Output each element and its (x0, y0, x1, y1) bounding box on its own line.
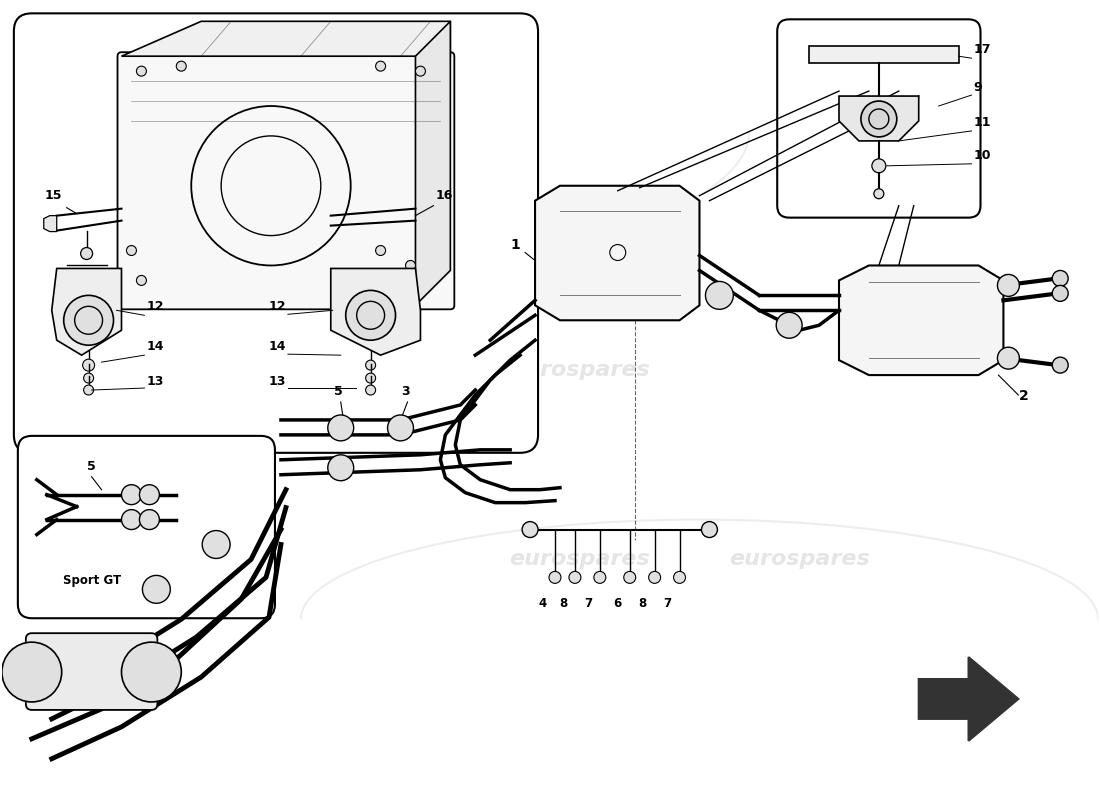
Circle shape (705, 282, 734, 310)
Circle shape (702, 522, 717, 538)
Text: 2: 2 (1019, 389, 1028, 403)
Circle shape (136, 66, 146, 76)
Circle shape (84, 373, 94, 383)
Circle shape (861, 101, 896, 137)
Text: 12: 12 (268, 300, 286, 314)
Circle shape (375, 246, 386, 255)
Text: 4: 4 (539, 598, 547, 610)
Text: eurospares: eurospares (131, 360, 272, 380)
Text: eurospares: eurospares (509, 550, 650, 570)
Circle shape (84, 385, 94, 395)
Circle shape (202, 530, 230, 558)
Text: 15: 15 (45, 189, 63, 202)
Circle shape (1053, 357, 1068, 373)
Circle shape (406, 261, 416, 270)
Circle shape (176, 61, 186, 71)
Circle shape (624, 571, 636, 583)
Text: 5: 5 (334, 385, 343, 398)
Circle shape (328, 415, 354, 441)
Text: Sport GT: Sport GT (63, 574, 121, 587)
Circle shape (522, 522, 538, 538)
Circle shape (64, 295, 113, 345)
Circle shape (594, 571, 606, 583)
Polygon shape (121, 22, 450, 56)
Circle shape (998, 274, 1020, 296)
Circle shape (673, 571, 685, 583)
Text: eurospares: eurospares (131, 550, 272, 570)
Polygon shape (535, 186, 700, 320)
Circle shape (80, 247, 92, 259)
Text: 11: 11 (974, 116, 991, 129)
Text: 7: 7 (584, 598, 592, 610)
Text: 13: 13 (146, 375, 164, 388)
Polygon shape (331, 269, 420, 355)
Text: 6: 6 (614, 598, 622, 610)
Circle shape (873, 189, 883, 198)
Circle shape (387, 415, 414, 441)
Circle shape (416, 66, 426, 76)
FancyBboxPatch shape (25, 633, 157, 710)
FancyBboxPatch shape (18, 436, 275, 618)
Text: 14: 14 (146, 340, 164, 353)
Text: 14: 14 (268, 340, 286, 353)
Text: 5: 5 (87, 460, 96, 473)
Polygon shape (416, 22, 450, 306)
Circle shape (375, 61, 386, 71)
Text: eurospares: eurospares (509, 360, 650, 380)
Circle shape (142, 575, 170, 603)
Circle shape (365, 373, 375, 383)
Circle shape (1053, 286, 1068, 302)
Text: 17: 17 (974, 43, 991, 56)
Circle shape (777, 312, 802, 338)
Circle shape (2, 642, 62, 702)
Circle shape (140, 485, 159, 505)
Polygon shape (918, 657, 1019, 741)
Circle shape (365, 385, 375, 395)
Circle shape (549, 571, 561, 583)
Circle shape (126, 246, 136, 255)
FancyBboxPatch shape (14, 14, 538, 453)
Circle shape (345, 290, 396, 340)
Text: 13: 13 (268, 375, 286, 388)
Circle shape (140, 510, 159, 530)
Polygon shape (52, 269, 121, 355)
Circle shape (121, 642, 182, 702)
Polygon shape (839, 266, 1003, 375)
Circle shape (328, 455, 354, 481)
Circle shape (82, 359, 95, 371)
Circle shape (1053, 270, 1068, 286)
Circle shape (872, 159, 886, 173)
Text: 8: 8 (639, 598, 647, 610)
Polygon shape (44, 216, 57, 231)
Text: 7: 7 (663, 598, 672, 610)
Text: 10: 10 (974, 149, 991, 162)
Text: 1: 1 (510, 238, 520, 251)
Circle shape (121, 510, 142, 530)
FancyBboxPatch shape (118, 52, 454, 310)
Text: 8: 8 (559, 598, 568, 610)
Text: 3: 3 (402, 385, 410, 398)
Circle shape (649, 571, 661, 583)
Polygon shape (810, 46, 958, 63)
Circle shape (365, 360, 375, 370)
Text: 16: 16 (436, 189, 453, 202)
Polygon shape (839, 96, 918, 141)
Circle shape (998, 347, 1020, 369)
Circle shape (136, 275, 146, 286)
Text: eurospares: eurospares (729, 550, 869, 570)
Circle shape (121, 485, 142, 505)
FancyBboxPatch shape (778, 19, 980, 218)
Text: 9: 9 (974, 81, 982, 94)
Text: 12: 12 (146, 300, 164, 314)
Circle shape (569, 571, 581, 583)
